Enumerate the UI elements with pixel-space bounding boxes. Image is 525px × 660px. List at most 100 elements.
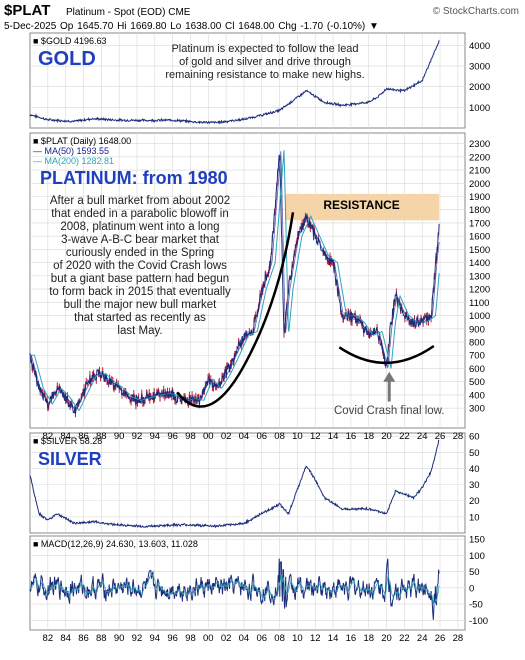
x-tick-label: 12	[310, 431, 321, 442]
plat-note-line: that started as recently as	[74, 312, 206, 324]
y-tick-label-plat: 1200	[469, 285, 490, 296]
y-tick-label-plat: 2300	[469, 139, 490, 150]
y-tick-label-plat: 2000	[469, 179, 490, 190]
gold-note-line: remaining resistance to make new highs.	[165, 69, 364, 81]
panel-frame-gold	[29, 32, 466, 129]
plat-note-line: but a giant base pattern had begun	[51, 273, 229, 285]
y-tick-label-plat: 400	[469, 390, 485, 401]
gold-legend: ■ $GOLD 4196.63	[33, 36, 106, 46]
x-tick-label: 08	[274, 633, 285, 644]
y-tick-label-macd: -50	[469, 600, 483, 611]
macd-signal-line	[29, 573, 440, 607]
x-tick-label: 10	[292, 633, 303, 644]
base-pattern-arc	[338, 344, 435, 365]
gold-note-line: of gold and silver and drive through	[179, 56, 351, 68]
x-tick-label: 86	[78, 633, 89, 644]
x-tick-label: 84	[60, 633, 71, 644]
x-tick-label: 20	[381, 431, 392, 442]
y-tick-label-silver: 50	[469, 448, 480, 459]
x-tick-label: 94	[150, 633, 161, 644]
x-tick-label: 00	[203, 633, 214, 644]
x-tick-label: 96	[167, 633, 178, 644]
y-tick-label-plat: 1400	[469, 258, 490, 269]
x-tick-label: 22	[399, 633, 410, 644]
y-tick-label-gold: 1000	[469, 103, 490, 114]
silver-title: SILVER	[38, 449, 102, 469]
plat-title: PLATINUM: from 1980	[40, 168, 228, 188]
y-tick-label-macd: 50	[469, 567, 480, 578]
y-tick-label-plat: 1900	[469, 192, 490, 203]
x-tick-label: 88	[96, 633, 107, 644]
plat-legend-line: — MA(200) 1282.81	[33, 156, 114, 166]
y-tick-label-plat: 1600	[469, 232, 490, 243]
x-tick-label: 82	[43, 633, 54, 644]
plat-note-line: that ended in a parabolic blowoff in	[51, 208, 229, 220]
plat-note-line: 2008, platinum went into a long	[60, 221, 219, 233]
y-tick-label-plat: 1700	[469, 218, 490, 229]
x-tick-label: 04	[239, 633, 250, 644]
y-tick-label-plat: 600	[469, 364, 485, 375]
plat-note-line: curiously ended in the Spring	[66, 247, 214, 259]
series-line-gold	[29, 40, 440, 125]
y-tick-label-silver: 10	[469, 512, 480, 523]
y-tick-label-silver: 30	[469, 480, 480, 491]
plat-note-line: last May.	[117, 325, 162, 337]
x-tick-label: 86	[78, 431, 89, 442]
x-tick-label: 10	[292, 431, 303, 442]
x-tick-label: 14	[328, 633, 339, 644]
plat-note-line: After a bull market from about 2002	[50, 195, 230, 207]
x-tick-label: 26	[435, 633, 446, 644]
x-tick-label: 06	[256, 431, 267, 442]
plat-legend-line: — MA(50) 1593.55	[33, 146, 109, 156]
x-tick-label: 24	[417, 431, 428, 442]
plat-note-line: 3-wave A-B-C bear market that	[61, 234, 220, 246]
x-tick-label: 02	[221, 633, 232, 644]
x-tick-label: 04	[239, 431, 250, 442]
plat-note-line: bull the major new bull market	[64, 299, 218, 311]
symbol-description: Platinum - Spot (EOD) CME	[66, 7, 191, 18]
silver-legend: ■ $SILVER 58.28	[33, 436, 102, 446]
x-tick-label: 96	[167, 431, 178, 442]
gold-note-line: Platinum is expected to follow the lead	[171, 43, 358, 55]
x-tick-label: 94	[150, 431, 161, 442]
plat-note-line: to form back in 2015 that eventually	[49, 286, 231, 298]
y-tick-label-plat: 2100	[469, 166, 490, 177]
x-tick-label: 98	[185, 633, 196, 644]
y-tick-label-plat: 900	[469, 324, 485, 335]
x-tick-label: 26	[435, 431, 446, 442]
y-tick-label-plat: 1000	[469, 311, 490, 322]
x-tick-label: 82	[43, 431, 54, 442]
series-line-silver	[29, 439, 440, 529]
x-tick-label: 24	[417, 633, 428, 644]
x-tick-label: 90	[114, 633, 125, 644]
x-tick-label: 98	[185, 431, 196, 442]
x-tick-label: 06	[256, 633, 267, 644]
x-tick-label: 00	[203, 431, 214, 442]
y-tick-label-plat: 1500	[469, 245, 490, 256]
y-tick-label-silver: 60	[469, 432, 480, 443]
quote-line: 5-Dec-2025 Op 1645.70 Hi 1669.80 Lo 1638…	[4, 21, 379, 32]
y-tick-label-silver: 40	[469, 464, 480, 475]
x-tick-label: 16	[346, 633, 357, 644]
parabolic-arc	[176, 212, 295, 408]
y-tick-label-macd: -100	[469, 616, 488, 627]
y-tick-label-gold: 2000	[469, 82, 490, 93]
x-tick-label: 90	[114, 431, 125, 442]
y-tick-label-macd: 0	[469, 583, 474, 594]
y-tick-label-plat: 2200	[469, 152, 490, 163]
x-tick-label: 28	[453, 633, 464, 644]
x-tick-label: 22	[399, 431, 410, 442]
symbol-title: $PLAT	[4, 2, 51, 19]
y-tick-label-plat: 1100	[469, 298, 489, 309]
x-tick-label: 28	[453, 431, 464, 442]
y-tick-label-plat: 500	[469, 377, 485, 388]
plat-note-line: of 2020 with the Covid Crash lows	[53, 260, 227, 272]
y-tick-label-gold: 4000	[469, 41, 490, 52]
y-tick-label-macd: 150	[469, 535, 485, 546]
x-tick-label: 18	[363, 431, 374, 442]
panel-frame-silver	[29, 432, 466, 534]
panel-frame-macd	[29, 535, 466, 631]
y-tick-label-plat: 800	[469, 338, 485, 349]
y-tick-label-plat: 1800	[469, 205, 490, 216]
